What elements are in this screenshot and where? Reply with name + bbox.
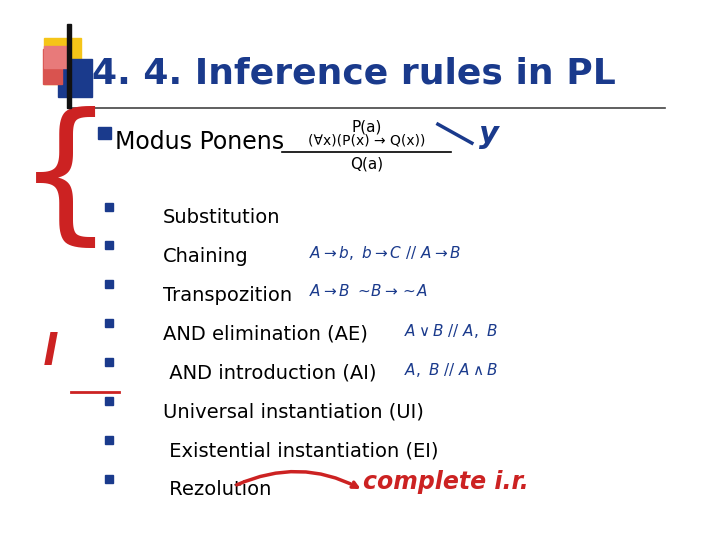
Bar <box>105 358 113 366</box>
Bar <box>105 280 113 288</box>
Text: Existential instantiation (EI): Existential instantiation (EI) <box>163 441 438 460</box>
Text: Rezolution: Rezolution <box>163 480 271 499</box>
Bar <box>99 127 111 139</box>
Text: Substitution: Substitution <box>163 208 281 227</box>
Bar <box>105 436 113 444</box>
Text: $A \vee B\ //\ A,\ B$: $A \vee B\ //\ A,\ B$ <box>404 322 498 340</box>
Bar <box>105 475 113 483</box>
Bar <box>105 202 113 211</box>
Text: Q(a): Q(a) <box>350 157 383 172</box>
Text: Chaining: Chaining <box>163 247 248 266</box>
Text: complete i.r.: complete i.r. <box>363 470 529 494</box>
Bar <box>58 59 91 97</box>
Text: AND introduction (AI): AND introduction (AI) <box>163 363 377 382</box>
Text: AND elimination (AE): AND elimination (AE) <box>163 325 368 343</box>
Text: (∀x)(P(x) → Q(x)): (∀x)(P(x) → Q(x)) <box>308 134 426 148</box>
Text: {: { <box>17 106 114 255</box>
Text: l: l <box>42 332 57 374</box>
Bar <box>44 38 81 84</box>
Text: Universal instantiation (UI): Universal instantiation (UI) <box>163 402 424 421</box>
Text: P(a): P(a) <box>351 120 382 135</box>
Bar <box>105 241 113 249</box>
Bar <box>42 49 62 84</box>
Text: $A,\ B\ //\ A \wedge B$: $A,\ B\ //\ A \wedge B$ <box>404 361 498 379</box>
Bar <box>44 46 68 68</box>
Text: Transpozition: Transpozition <box>163 286 292 305</box>
Bar <box>105 397 113 405</box>
Bar <box>66 24 71 108</box>
Bar <box>105 319 113 327</box>
Text: $A \rightarrow b,\ b \rightarrow C\ //\ A \rightarrow B$: $A \rightarrow b,\ b \rightarrow C\ //\ … <box>309 244 462 262</box>
Text: 4. 4. Inference rules in PL: 4. 4. Inference rules in PL <box>91 57 616 91</box>
Text: y: y <box>479 120 498 149</box>
Text: $A \rightarrow B\ \sim\!B \rightarrow \sim\!A$: $A \rightarrow B\ \sim\!B \rightarrow \s… <box>309 283 428 299</box>
Text: Modus Ponens: Modus Ponens <box>115 130 284 153</box>
